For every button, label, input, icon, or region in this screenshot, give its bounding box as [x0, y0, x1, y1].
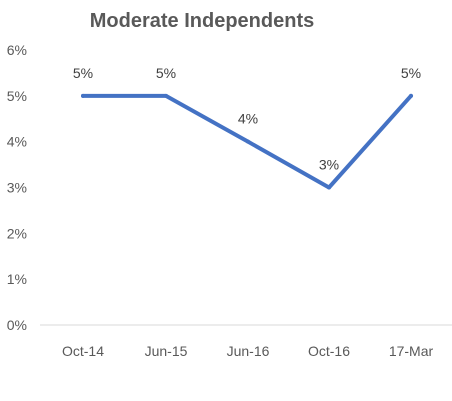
y-tick-label: 5%: [7, 88, 27, 104]
y-tick-label: 4%: [7, 134, 27, 150]
x-tick-label: Oct-14: [62, 343, 104, 359]
x-tick-label: Oct-16: [308, 343, 350, 359]
y-tick-label: 3%: [7, 180, 27, 196]
data-label: 5%: [156, 65, 176, 81]
data-point: [246, 139, 250, 144]
y-tick-label: 0%: [7, 317, 27, 333]
series-layer: [81, 93, 413, 190]
data-label: 5%: [401, 65, 421, 81]
data-labels: 5% 5% 4% 3% 5%: [73, 65, 421, 173]
data-point: [409, 93, 413, 98]
x-tick-label: 17-Mar: [389, 343, 434, 359]
data-point: [81, 93, 85, 98]
data-point: [327, 185, 331, 190]
x-tick-label: Jun-16: [227, 343, 270, 359]
y-tick-label: 6%: [7, 42, 27, 58]
x-axis: Oct-14 Jun-15 Jun-16 Oct-16 17-Mar: [62, 343, 434, 359]
x-tick-label: Jun-15: [145, 343, 188, 359]
chart-title: Moderate Independents: [90, 10, 314, 32]
y-tick-label: 1%: [7, 271, 27, 287]
data-label: 4%: [238, 111, 258, 127]
data-label: 5%: [73, 65, 93, 81]
y-axis: 0% 1% 2% 3% 4% 5% 6%: [7, 42, 27, 333]
data-point: [164, 93, 168, 98]
y-tick-label: 2%: [7, 225, 27, 241]
data-label: 3%: [319, 157, 339, 173]
